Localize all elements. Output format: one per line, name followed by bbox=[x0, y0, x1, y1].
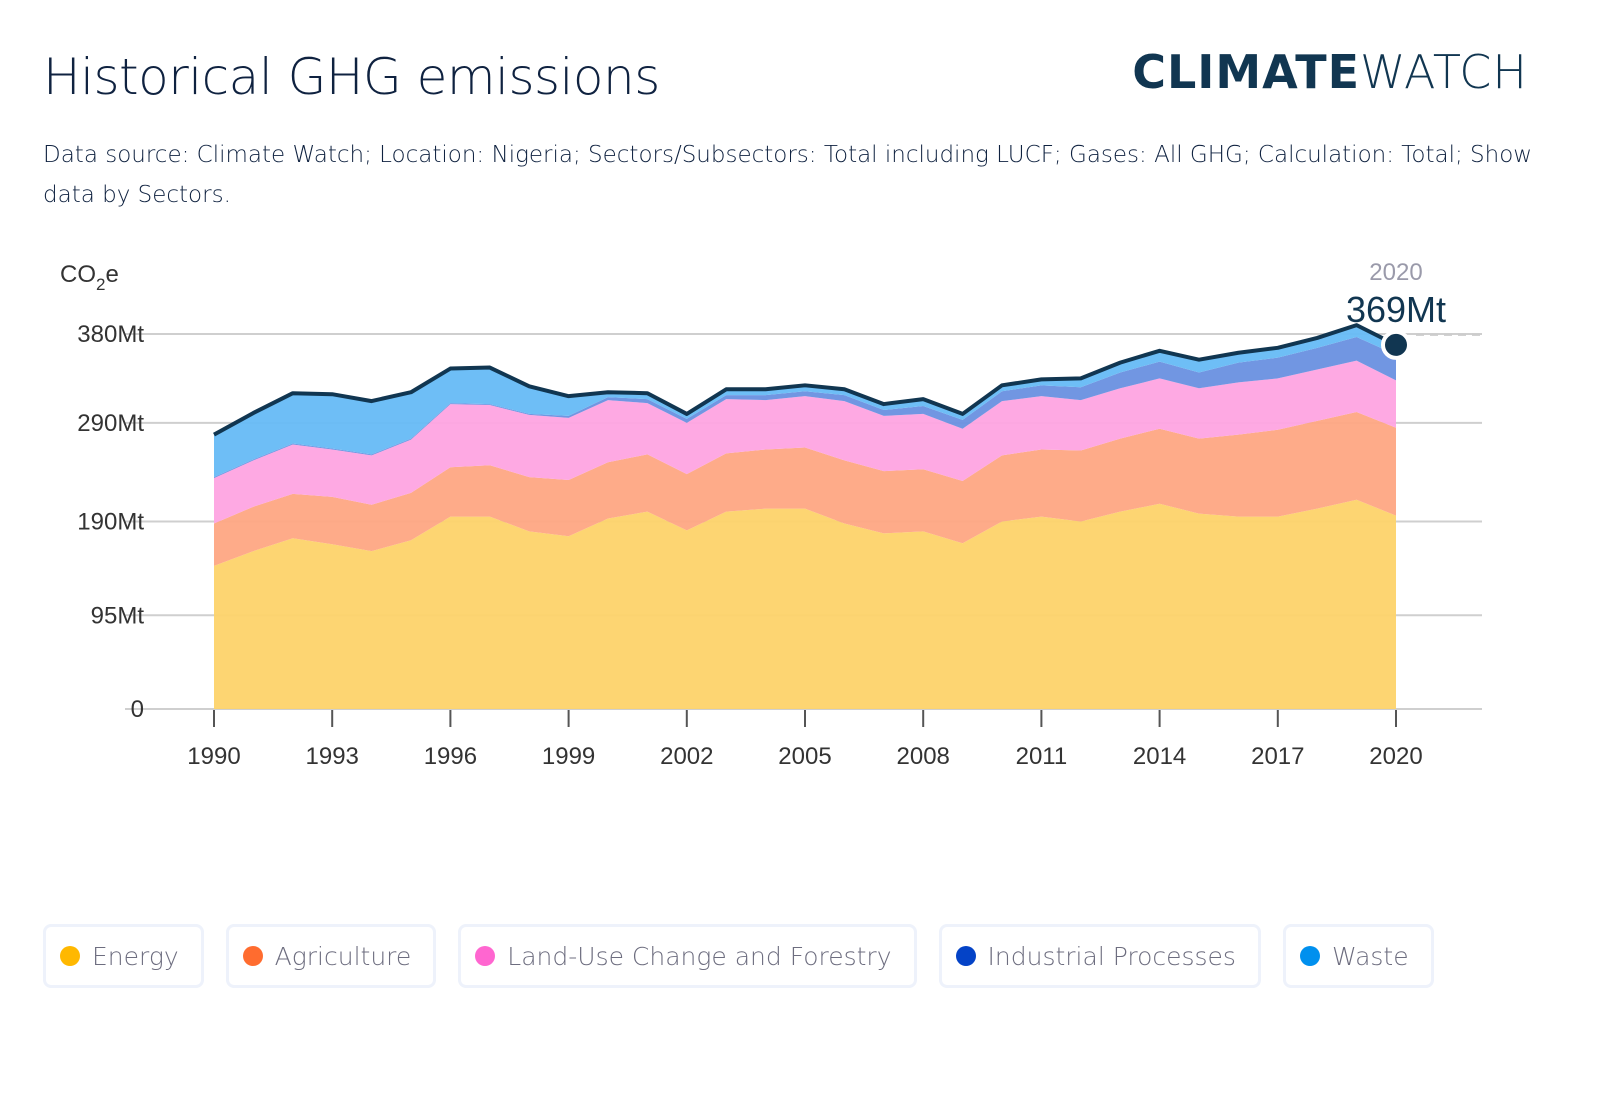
legend-item-agriculture[interactable]: Agriculture bbox=[225, 924, 437, 988]
area-waste[interactable] bbox=[214, 325, 1396, 478]
legend-label: Waste bbox=[1331, 941, 1409, 971]
x-tick-label: 1999 bbox=[542, 743, 595, 770]
legend-label: Energy bbox=[92, 941, 179, 971]
x-tick-label: 2008 bbox=[897, 743, 950, 770]
legend-item-waste[interactable]: Waste bbox=[1282, 924, 1434, 988]
legend-dot-icon bbox=[242, 946, 263, 966]
y-tick-label: 95Mt bbox=[91, 602, 145, 629]
legend-dot-icon bbox=[1299, 946, 1320, 966]
data-source-description: Data source: Climate Watch; Location: Ni… bbox=[43, 142, 1533, 208]
logo-light: WATCH bbox=[1360, 45, 1528, 99]
x-tick-label: 2014 bbox=[1133, 743, 1186, 770]
emissions-area-chart[interactable]: CO2e 1990 1993 1996 1999 2002 2005 2008 2011 201… bbox=[0, 240, 1600, 800]
x-tick-label: 1996 bbox=[424, 743, 477, 770]
legend-dot-icon bbox=[60, 946, 80, 966]
x-tick-label: 2011 bbox=[1016, 743, 1068, 770]
x-tick-label: 2005 bbox=[778, 743, 831, 770]
tooltip-value: 369Mt bbox=[1346, 289, 1446, 330]
y-tick-label: 290Mt bbox=[77, 410, 144, 437]
tooltip-year: 2020 bbox=[1369, 259, 1422, 286]
y-tick-label: 190Mt bbox=[77, 509, 144, 536]
area-land-use-change-and-forestry[interactable] bbox=[214, 360, 1396, 524]
area-agriculture[interactable] bbox=[214, 411, 1396, 566]
legend-label: Agriculture bbox=[274, 941, 412, 971]
page-title: Historical GHG emissions bbox=[43, 48, 660, 106]
svg-text:CO2e: CO2e bbox=[60, 261, 119, 294]
x-tick-label: 1993 bbox=[306, 743, 359, 770]
legend-item-industrial-processes[interactable]: Industrial Processes bbox=[938, 924, 1261, 988]
legend-item-land-use-change-and-forestry[interactable]: Land-Use Change and Forestry bbox=[458, 924, 917, 988]
legend-item-energy[interactable]: Energy bbox=[43, 924, 204, 988]
chart-legend: Energy Agriculture Land-Use Change and For… bbox=[43, 924, 1434, 988]
y-axis-label: CO2e bbox=[60, 261, 119, 294]
x-tick-label: 2017 bbox=[1251, 743, 1304, 770]
legend-dot-icon bbox=[475, 946, 496, 966]
x-tick-label: 1990 bbox=[187, 743, 240, 770]
y-tick-label: 380Mt bbox=[77, 321, 144, 348]
legend-dot-icon bbox=[955, 946, 976, 966]
legend-label: Industrial Processes bbox=[987, 941, 1236, 971]
total-line bbox=[213, 323, 1397, 437]
area-energy[interactable] bbox=[214, 499, 1396, 709]
highlight-point[interactable] bbox=[1381, 329, 1411, 360]
climatewatch-logo[interactable]: CLIMATEWATCH bbox=[1132, 45, 1528, 99]
x-tick-label: 2020 bbox=[1369, 743, 1422, 770]
y-tick-label: 0 bbox=[131, 696, 144, 723]
legend-label: Land-Use Change and Forestry bbox=[507, 941, 892, 971]
x-tick-label: 2002 bbox=[660, 743, 713, 770]
logo-bold: CLIMATE bbox=[1132, 45, 1361, 99]
